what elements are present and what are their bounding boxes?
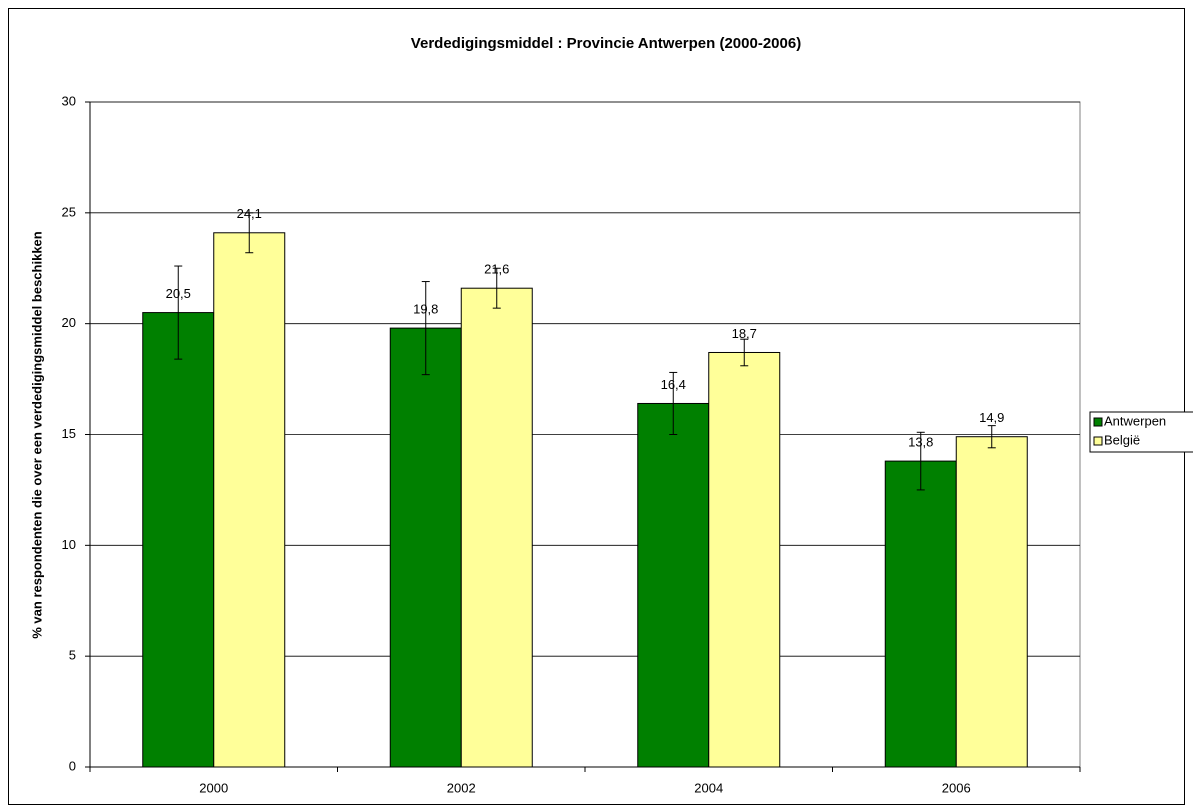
data-label: 14,9 xyxy=(979,410,1004,425)
data-label: 24,1 xyxy=(237,206,262,221)
data-label: 13,8 xyxy=(908,435,933,450)
legend-label: Antwerpen xyxy=(1104,413,1166,428)
x-tick-label: 2002 xyxy=(447,780,476,795)
bar xyxy=(637,402,710,768)
bar xyxy=(213,232,286,768)
bar xyxy=(460,287,533,768)
y-tick-label: 5 xyxy=(69,648,76,663)
y-tick-label: 15 xyxy=(62,426,76,441)
y-tick-label: 0 xyxy=(69,758,76,773)
y-axis-title: % van respondenten die over een verdedig… xyxy=(29,231,44,639)
x-tick-label: 2000 xyxy=(199,780,228,795)
data-label: 16,4 xyxy=(661,377,686,392)
bar xyxy=(142,312,215,768)
y-tick-label: 10 xyxy=(62,537,76,552)
data-label: 21,6 xyxy=(484,262,509,277)
data-label: 19,8 xyxy=(413,302,438,317)
y-tick-label: 30 xyxy=(62,93,76,108)
x-tick-label: 2004 xyxy=(694,780,723,795)
y-tick-label: 20 xyxy=(62,315,76,330)
bar xyxy=(955,436,1028,768)
data-label: 18,7 xyxy=(732,326,757,341)
data-label: 20,5 xyxy=(166,286,191,301)
y-tick-label: 25 xyxy=(62,204,76,219)
bar xyxy=(708,351,781,768)
bar xyxy=(389,327,462,768)
legend-box xyxy=(1089,411,1193,453)
legend-swatch xyxy=(1093,417,1103,427)
chart-title: Verdedigingsmiddel : Provincie Antwerpen… xyxy=(411,35,801,52)
x-tick-label: 2006 xyxy=(942,780,971,795)
legend-label: België xyxy=(1104,432,1140,447)
bar xyxy=(884,460,957,768)
legend-swatch xyxy=(1093,436,1103,446)
